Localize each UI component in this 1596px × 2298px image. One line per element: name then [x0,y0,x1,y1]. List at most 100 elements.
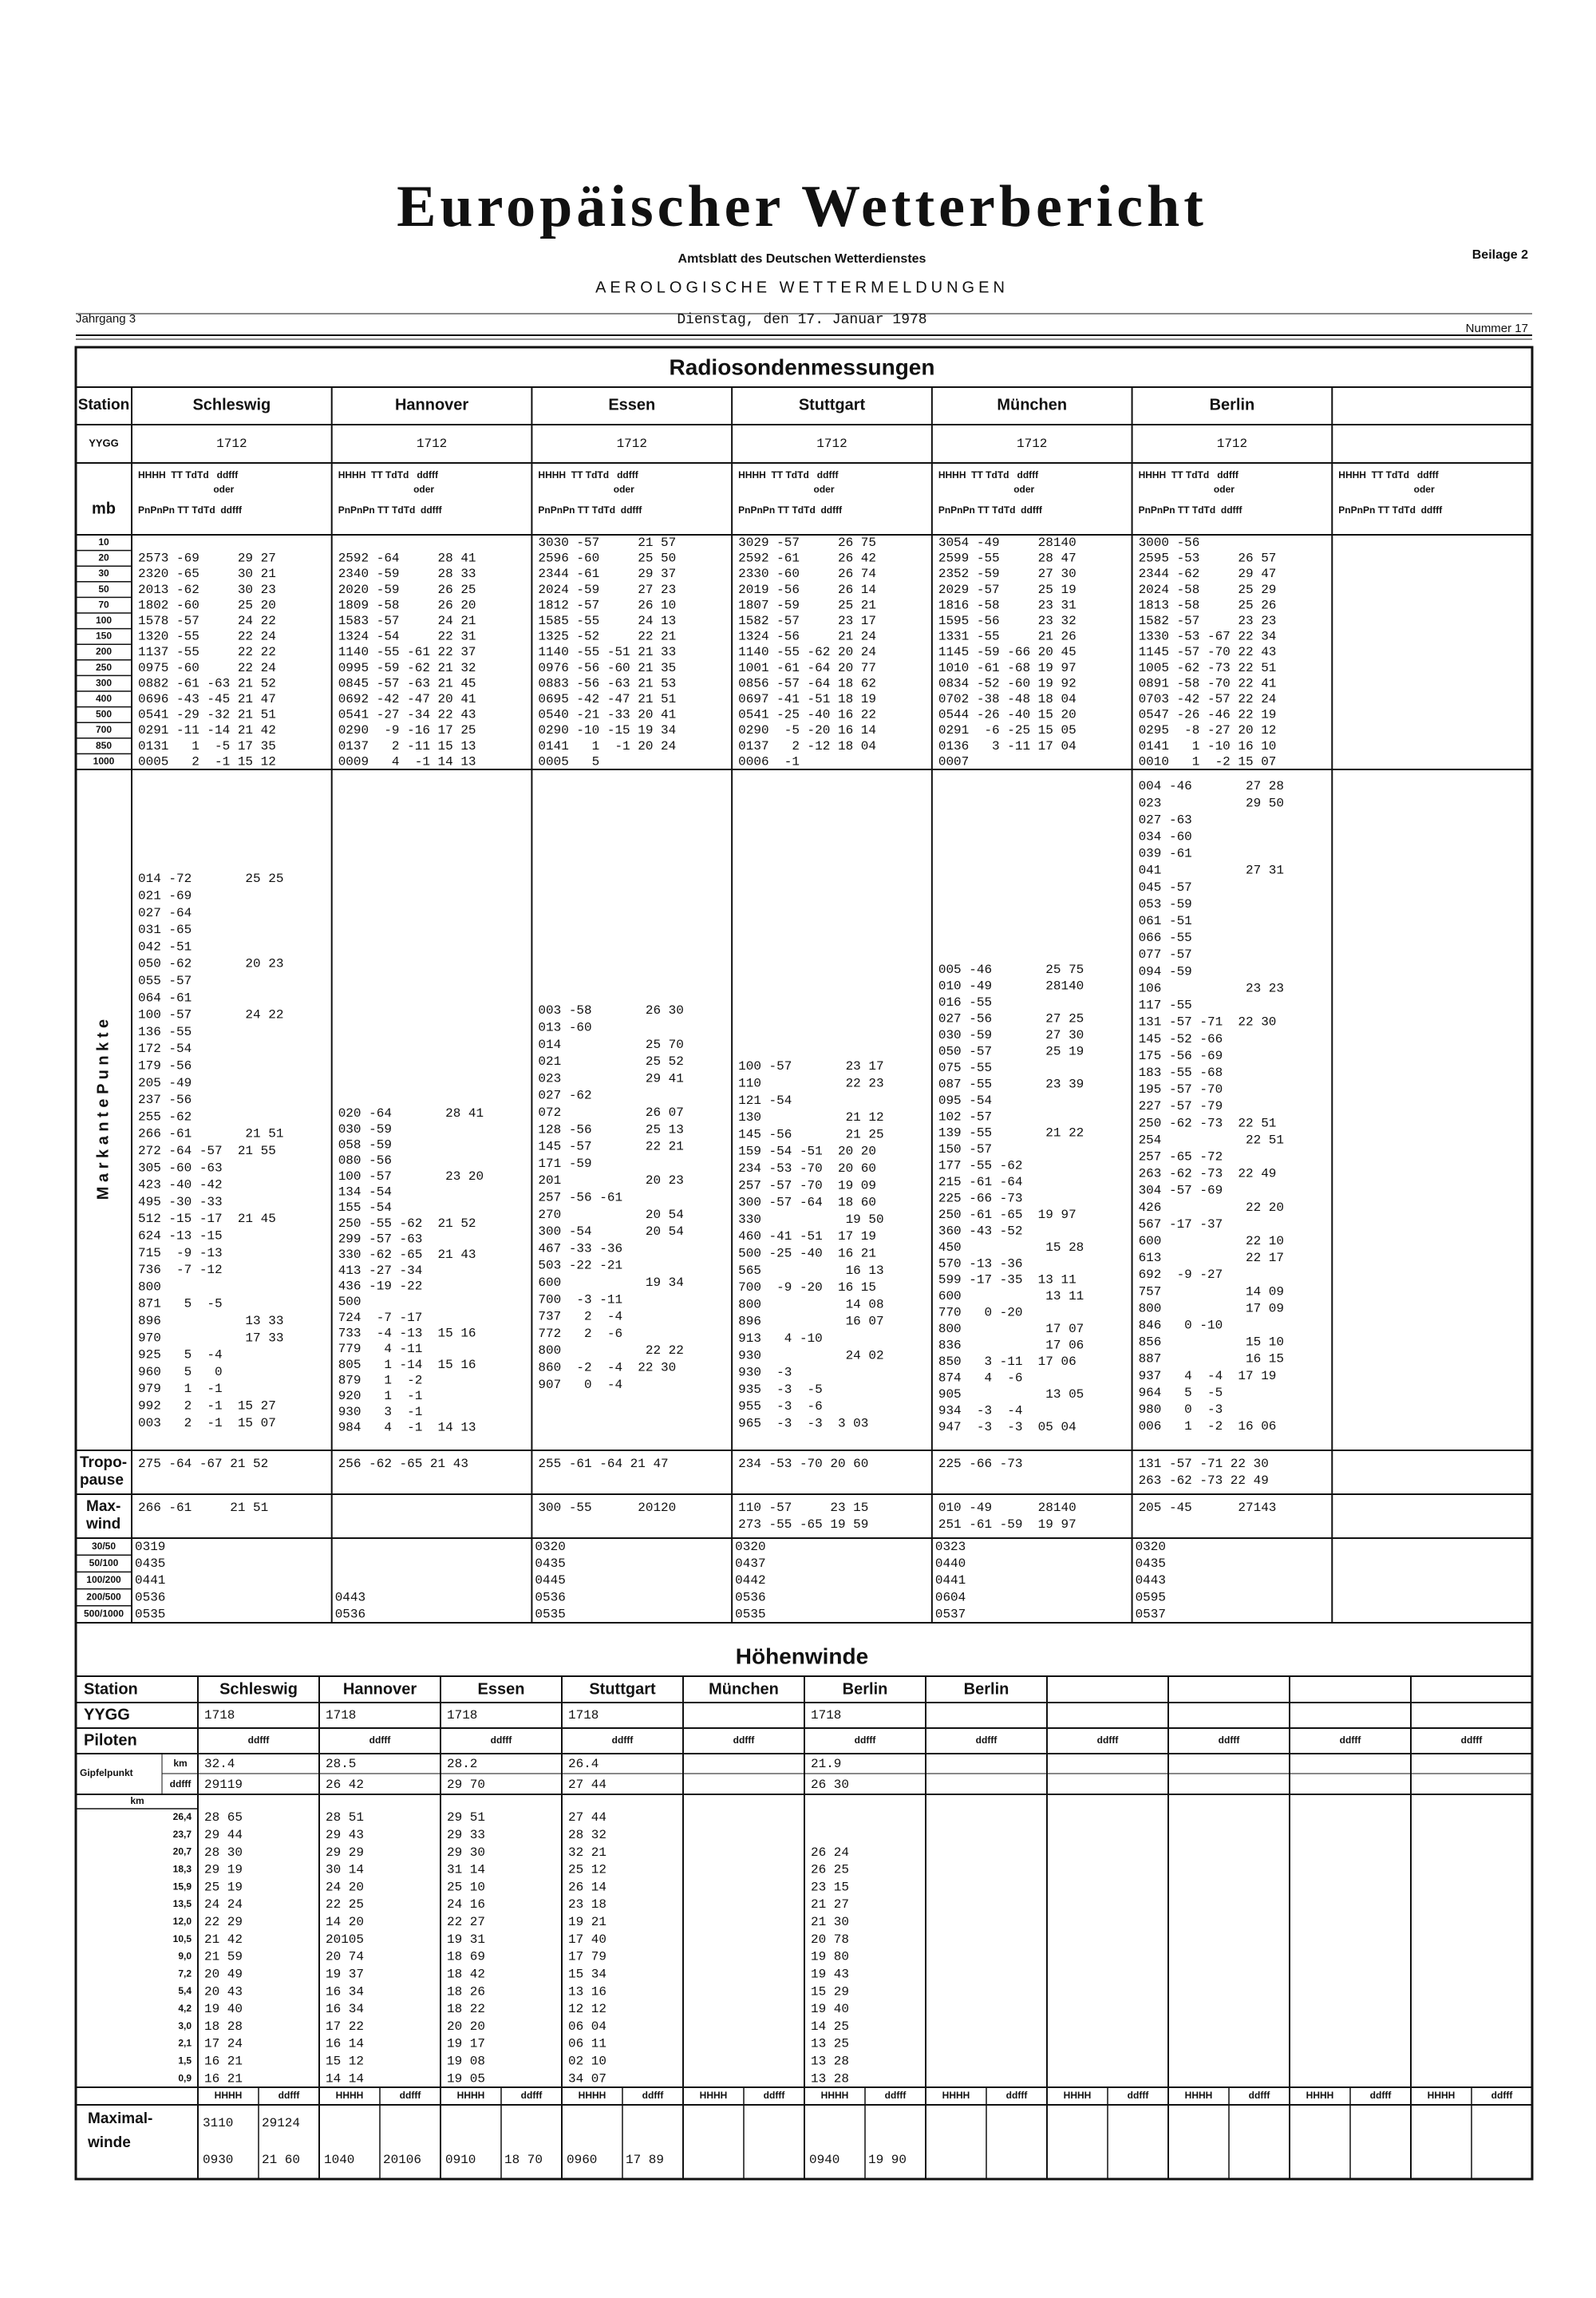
wind: 23 18 [568,1897,606,1912]
significant-point: 128 -56 25 13 [538,1122,683,1137]
wind: 19 05 [447,2071,485,2086]
level-label: 12,0 [173,1916,192,1927]
column-header: HHHH TT TdTd ddfff [1338,469,1439,481]
column-header: ddfff [1128,2090,1150,2101]
significant-point: 460 -41 -51 17 19 [738,1229,876,1244]
significant-point: 613 22 17 [1139,1251,1284,1265]
max-wind-height: 1040 [324,2153,354,2167]
thickness: 0441 [135,1573,165,1588]
row-label: km [130,1795,144,1806]
standard-level: 1010 -61 -68 19 97 [938,661,1077,675]
significant-point: 034 -60 [1139,830,1192,844]
standard-level: 0006 -1 [738,754,800,769]
significant-point: 030 -59 27 30 [938,1028,1084,1042]
significant-point: 237 -56 [138,1093,192,1107]
max-wind-height: 0910 [445,2153,476,2167]
significant-point: 930 -3 [738,1366,792,1380]
significant-point: 423 -40 -42 [138,1178,223,1193]
wind: 19 31 [447,1932,485,1947]
significant-point: 920 1 -1 [338,1389,423,1403]
standard-level: 2019 -56 26 14 [738,583,876,597]
significant-point: 136 -55 [138,1025,192,1039]
significant-point: 925 5 -4 [138,1348,223,1363]
wind: 16 34 [326,1984,364,1999]
column-header: HHHH TT TdTd ddfff [338,469,439,481]
significant-point: 016 -55 [938,995,992,1010]
significant-point: 360 -43 -52 [938,1224,1023,1238]
row-label: ddfff [170,1778,192,1790]
significant-point: 300 -57 -64 18 60 [738,1196,876,1210]
wind: 19 21 [568,1915,606,1929]
significant-point: 700 -9 -20 16 15 [738,1280,876,1295]
standard-level: 3054 -49 28140 [938,536,1077,550]
significant-point: 106 23 23 [1139,981,1284,995]
level-label: 700 [96,724,112,735]
standard-level: 1001 -61 -64 20 77 [738,661,876,675]
standard-level: 1145 -57 -70 22 43 [1139,645,1277,659]
thickness-label: 50/100 [89,1557,119,1568]
standard-level: 0834 -52 -60 19 92 [938,676,1077,690]
level-label: 15,9 [173,1881,192,1892]
significant-point: 757 14 09 [1139,1284,1284,1299]
significant-point: 030 -59 [338,1122,392,1137]
wind: 25 12 [568,1863,606,1877]
row-label: Gipfelpunkt [80,1767,133,1778]
significant-point: 021 25 52 [538,1054,683,1069]
significant-point: 004 -46 27 28 [1139,779,1284,793]
column-header: ddfff [521,2090,543,2101]
wind: 18 22 [447,2002,485,2016]
wind: 20 43 [204,1984,243,1999]
station-name: Stuttgart [799,396,866,413]
wind: 19 43 [811,1967,849,1981]
column-header: HHHH [336,2090,364,2101]
column-header: HHHH [1428,2090,1456,2101]
significant-point: 077 -57 [1139,947,1192,962]
column-header: HHHH [215,2090,243,2101]
standard-level: 2573 -69 29 27 [138,552,276,566]
level-label: 30 [98,568,109,579]
wind: 15 12 [326,2055,364,2069]
standard-level: 1578 -57 24 22 [138,614,276,628]
significant-point: 846 0 -10 [1139,1319,1223,1333]
standard-level: 0137 2 -11 15 13 [338,739,476,753]
thickness: 0536 [335,1608,365,1622]
wind: 23 15 [811,1880,849,1894]
wind: 15 34 [568,1967,606,1981]
column-header: HHHH [457,2090,485,2101]
row-label: wind [85,1516,120,1533]
max-wind: 19 90 [868,2153,907,2167]
level-label: 10 [98,536,109,548]
wind: 19 80 [811,1950,849,1964]
column-header: ddfff [612,1734,634,1746]
standard-level: 2352 -59 27 30 [938,567,1077,581]
station-name: Essen [608,396,655,413]
significant-point: 003 -58 26 30 [538,1003,683,1018]
column-header: PnPnPn TT TdTd ddfff [338,504,443,516]
significant-point: 072 26 07 [538,1105,683,1120]
significant-point: 087 -55 23 39 [938,1077,1084,1091]
thickness: 0437 [735,1556,765,1571]
wind: 15 29 [811,1984,849,1999]
significant-point: 055 -57 [138,974,192,988]
significant-point: 100 -57 23 20 [338,1169,484,1184]
significant-point: 150 -57 [938,1142,992,1157]
tropopause: 255 -61 -64 21 47 [538,1457,668,1471]
significant-point: 145 -52 -66 [1139,1032,1223,1046]
wind: 17 22 [326,2019,364,2034]
standard-level: 1324 -54 22 31 [338,630,476,644]
standard-level: 2013 -62 30 23 [138,583,276,597]
standard-level: 0540 -21 -33 20 41 [538,708,676,722]
significant-point: 879 1 -2 [338,1374,423,1388]
yygg: 1712 [417,437,447,451]
volume: Jahrgang 3 [76,312,136,326]
column-header: ddfff [1097,1734,1120,1746]
max-wind: 010 -49 28140 [938,1501,1077,1515]
max-wind: 18 70 [504,2153,543,2167]
row-label: Station [78,397,129,413]
standard-level: 0697 -41 -51 18 19 [738,692,876,706]
significant-point: 050 -62 20 23 [138,957,283,971]
standard-level: 2020 -59 26 25 [338,583,476,597]
standard-level: 1802 -60 25 20 [138,598,276,612]
column-header: ddfff [279,2090,301,2101]
thickness: 0537 [1136,1608,1166,1622]
